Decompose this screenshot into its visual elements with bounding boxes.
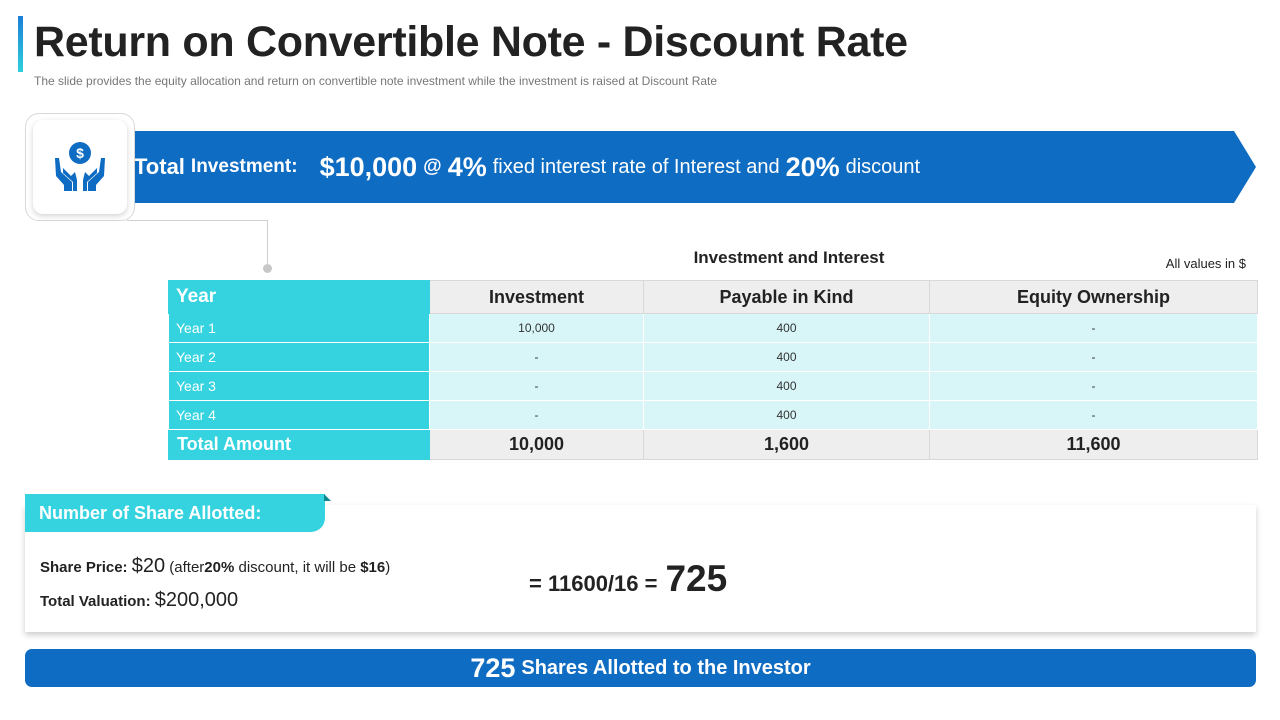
cell-equity: - — [929, 313, 1258, 343]
cell-investment: - — [429, 342, 644, 372]
share-price-label: Share Price: — [40, 559, 128, 576]
calc-formula: = 11600/16 = — [529, 571, 658, 596]
total-label: Total Amount — [168, 429, 430, 460]
header-payable-in-kind: Payable in Kind — [643, 280, 930, 314]
cell-year: Year 4 — [168, 400, 430, 430]
money-hands-icon: $ — [55, 142, 105, 191]
table-title: Investment and Interest — [693, 248, 885, 267]
page-title: Return on Convertible Note - Discount Ra… — [34, 18, 908, 66]
cell-payable: 400 — [643, 371, 930, 401]
table-unit-note: All values in $ — [1165, 256, 1246, 271]
investment-banner-text: Total Investment: $10,000 @ 4% fixed int… — [134, 131, 920, 203]
shares-allotted-bar: 725 Shares Allotted to the Investor — [25, 649, 1256, 687]
table-row: Year 3 - 400 - — [168, 371, 1258, 401]
table-row: Year 1 10,000 400 - — [168, 313, 1258, 343]
page-subtitle: The slide provides the equity allocation… — [34, 74, 718, 88]
share-price-note-post: ) — [385, 559, 391, 576]
table-header-row: Year Investment Payable in Kind Equity O… — [168, 280, 1258, 314]
connector-line — [127, 220, 268, 221]
calc-result: 725 — [665, 558, 728, 599]
banner-rate-text: fixed interest rate of Interest and — [492, 155, 780, 178]
total-valuation-line: Total Valuation: $200,000 — [40, 589, 238, 612]
shares-allotted-text: Shares Allotted to the Investor — [521, 656, 811, 679]
cell-equity: - — [929, 342, 1258, 372]
total-equity: 11,600 — [929, 429, 1258, 460]
total-valuation-label: Total Valuation: — [40, 593, 151, 610]
cell-investment: - — [429, 371, 644, 401]
cell-year: Year 1 — [168, 313, 430, 343]
svg-text:$: $ — [76, 145, 84, 161]
cell-equity: - — [929, 371, 1258, 401]
cell-equity: - — [929, 400, 1258, 430]
connector-dot — [263, 264, 272, 273]
banner-discount: 20% — [785, 151, 840, 182]
investment-banner — [120, 131, 1256, 203]
investment-table: Year Investment Payable in Kind Equity O… — [168, 280, 1258, 460]
share-price-line: Share Price: $20 (after20% discount, it … — [40, 555, 390, 578]
cell-year: Year 2 — [168, 342, 430, 372]
banner-at: @ — [423, 156, 442, 177]
share-price-note-mid: discount, it will be — [238, 559, 357, 576]
banner-rate: 4% — [447, 151, 487, 182]
total-investment: 10,000 — [429, 429, 644, 460]
share-price-note-pre: (after — [169, 559, 205, 576]
banner-discount-text: discount — [845, 155, 921, 178]
title-accent-bar — [18, 16, 23, 72]
total-valuation-value: $200,000 — [154, 589, 239, 611]
banner-label-2: Investment: — [190, 156, 298, 177]
connector-line-vertical — [267, 220, 268, 266]
table-row: Year 2 - 400 - — [168, 342, 1258, 372]
cell-investment: - — [429, 400, 644, 430]
total-payable: 1,600 — [643, 429, 930, 460]
tab-fold — [324, 494, 331, 501]
share-allotment-tab: Number of Share Allotted: — [25, 494, 325, 532]
share-price-note-final: $16 — [360, 559, 386, 576]
cell-payable: 400 — [643, 313, 930, 343]
cell-payable: 400 — [643, 342, 930, 372]
table-row: Year 4 - 400 - — [168, 400, 1258, 430]
shares-allotted-number: 725 — [470, 652, 516, 683]
header-equity-ownership: Equity Ownership — [929, 280, 1258, 314]
cell-payable: 400 — [643, 400, 930, 430]
share-price-value: $20 — [131, 555, 166, 577]
table-total-row: Total Amount 10,000 1,600 11,600 — [168, 429, 1258, 460]
cell-year: Year 3 — [168, 371, 430, 401]
icon-card: $ — [33, 120, 127, 214]
banner-label: Total — [134, 154, 185, 179]
banner-amount: $10,000 — [319, 151, 418, 182]
header-year: Year — [168, 280, 430, 314]
header-investment: Investment — [429, 280, 644, 314]
share-price-note-discount: 20% — [204, 559, 235, 576]
share-calculation: = 11600/16 = 725 — [529, 558, 727, 600]
cell-investment: 10,000 — [429, 313, 644, 343]
